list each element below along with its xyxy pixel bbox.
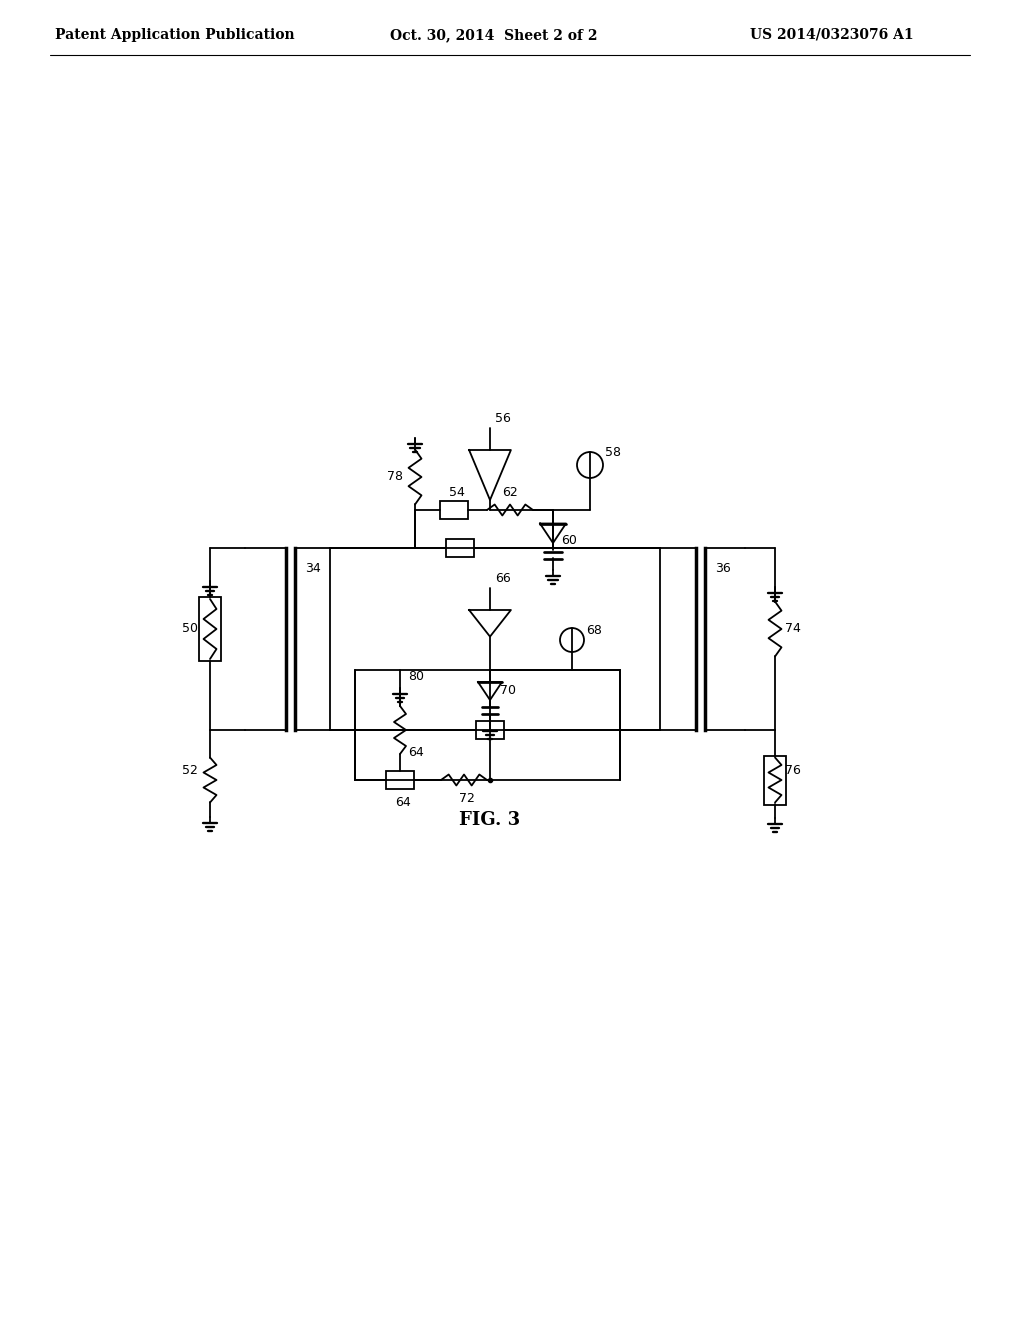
Text: 80: 80: [408, 669, 424, 682]
Bar: [764, 755, 786, 804]
Text: 64: 64: [408, 746, 424, 759]
Text: 78: 78: [387, 470, 403, 483]
Bar: [446, 539, 474, 557]
Text: Oct. 30, 2014  Sheet 2 of 2: Oct. 30, 2014 Sheet 2 of 2: [390, 28, 597, 42]
Text: 34: 34: [305, 562, 321, 576]
Text: 64: 64: [395, 796, 411, 808]
Text: 68: 68: [586, 623, 602, 636]
Text: 66: 66: [495, 572, 511, 585]
Text: Patent Application Publication: Patent Application Publication: [55, 28, 295, 42]
Text: 52: 52: [182, 763, 198, 776]
Text: US 2014/0323076 A1: US 2014/0323076 A1: [750, 28, 913, 42]
Bar: [440, 502, 468, 519]
Text: 72: 72: [459, 792, 475, 804]
Text: FIG. 3: FIG. 3: [460, 810, 520, 829]
Text: 56: 56: [495, 412, 511, 425]
Text: 36: 36: [715, 562, 731, 576]
Text: 54: 54: [449, 486, 465, 499]
Text: 74: 74: [785, 623, 801, 635]
Text: 70: 70: [500, 684, 516, 697]
Text: 60: 60: [561, 533, 577, 546]
Text: 58: 58: [605, 446, 621, 459]
Bar: [386, 771, 414, 789]
Text: 62: 62: [502, 487, 518, 499]
Bar: [199, 597, 221, 661]
Bar: [476, 721, 504, 739]
Text: 76: 76: [785, 763, 801, 776]
Text: 50: 50: [182, 623, 198, 635]
